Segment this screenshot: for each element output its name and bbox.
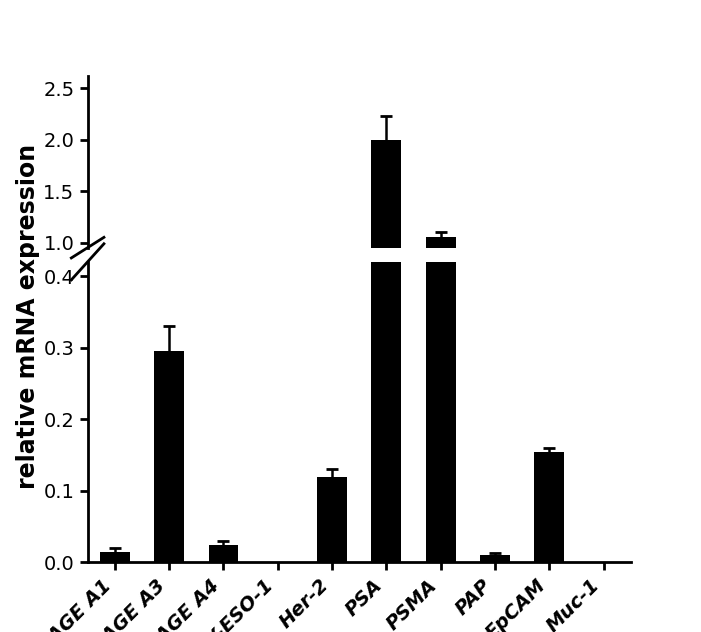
Bar — [317, 333, 347, 345]
Bar — [208, 343, 238, 345]
Bar — [100, 344, 130, 345]
Bar — [208, 545, 238, 562]
Bar — [317, 477, 347, 562]
Bar — [154, 351, 184, 562]
Bar — [480, 556, 510, 562]
Bar — [372, 140, 402, 345]
Bar — [426, 238, 456, 345]
Bar — [480, 344, 510, 345]
Text: relative mRNA expression: relative mRNA expression — [16, 143, 40, 489]
Bar — [100, 552, 130, 562]
Bar — [534, 329, 564, 345]
Bar — [372, 0, 402, 562]
Bar — [426, 0, 456, 562]
Bar — [154, 315, 184, 345]
Bar — [534, 451, 564, 562]
